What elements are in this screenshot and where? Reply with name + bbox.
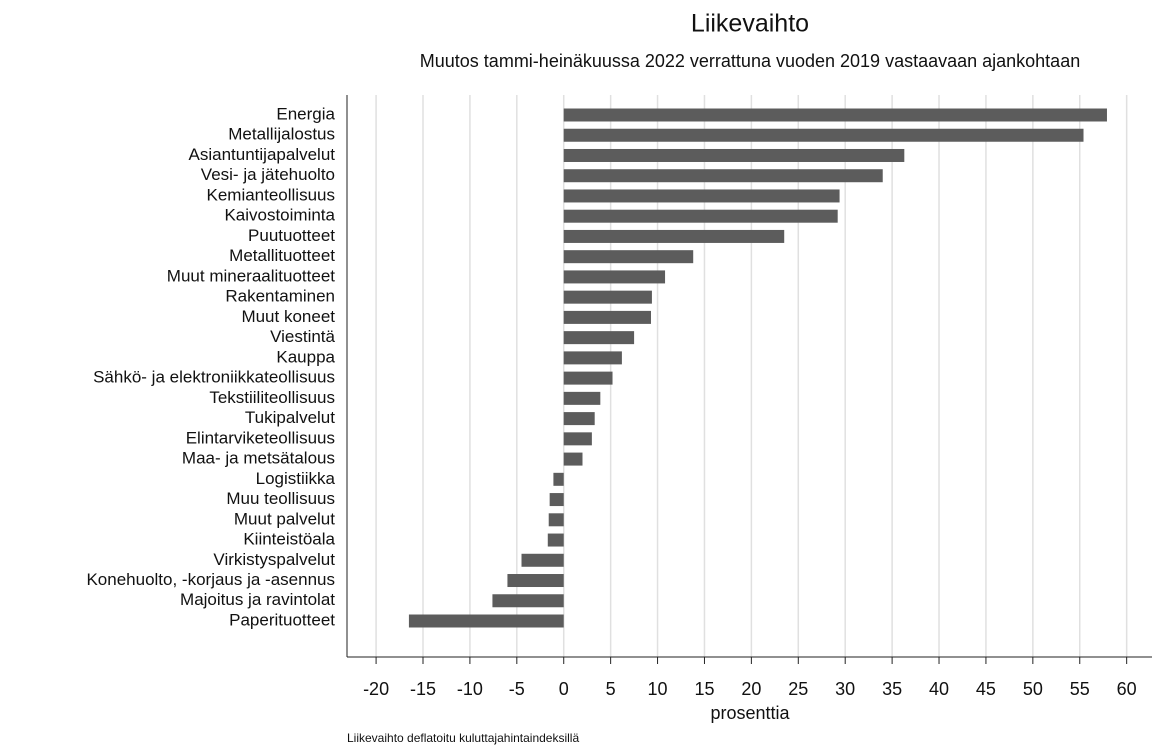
y-tick-label: Tekstiiliteollisuus [209, 388, 335, 407]
bar [563, 189, 840, 203]
bar [563, 128, 1084, 142]
y-tick-label: Metallituotteet [229, 246, 335, 265]
x-tick-label: 10 [648, 679, 668, 699]
bar [563, 290, 652, 304]
y-tick-label: Tukipalvelut [245, 408, 335, 427]
y-tick-label: Paperituotteet [229, 610, 335, 629]
y-tick-label: Kemianteollisuus [206, 185, 335, 204]
footnote: Liikevaihto deflatoitu kuluttajahintaind… [347, 731, 579, 745]
y-tick-label: Viestintä [270, 327, 335, 346]
bar [563, 452, 583, 466]
bar [563, 148, 905, 162]
y-tick-label: Rakentaminen [225, 287, 335, 306]
x-tick-label: 5 [606, 679, 616, 699]
y-tick-label: Muu teollisuus [226, 489, 335, 508]
y-tick-label: Puutuotteet [248, 226, 335, 245]
x-tick-label: 40 [929, 679, 949, 699]
bar [563, 371, 613, 385]
x-tick-label: 20 [741, 679, 761, 699]
bar [553, 472, 564, 486]
bar [549, 493, 564, 507]
bar [521, 553, 564, 567]
bar [563, 229, 785, 243]
bar [563, 209, 838, 223]
x-tick-label: 55 [1070, 679, 1090, 699]
y-tick-label: Energia [276, 104, 335, 123]
y-tick-label: Logistiikka [256, 469, 336, 488]
bar [492, 594, 564, 608]
x-tick-label: -15 [410, 679, 436, 699]
y-tick-label: Majoitus ja ravintolat [180, 590, 335, 609]
bar [563, 310, 651, 324]
y-tick-label: Virkistyspalvelut [213, 550, 335, 569]
y-tick-label: Maa- ja metsätalous [182, 449, 335, 468]
x-tick-label: 15 [694, 679, 714, 699]
bar [563, 432, 592, 446]
x-tick-label: 50 [1023, 679, 1043, 699]
bar [563, 250, 694, 264]
y-tick-label: Vesi- ja jätehuolto [201, 165, 335, 184]
x-tick-label: 45 [976, 679, 996, 699]
bar [408, 614, 564, 628]
y-tick-label: Muut koneet [241, 307, 335, 326]
x-tick-label: 0 [559, 679, 569, 699]
bar [563, 169, 883, 183]
bar [547, 533, 564, 547]
bar [563, 270, 666, 284]
bar [548, 513, 564, 527]
bar [563, 331, 635, 345]
x-tick-label: -10 [457, 679, 483, 699]
x-tick-label: 35 [882, 679, 902, 699]
x-tick-label: 60 [1117, 679, 1137, 699]
x-tick-label: 25 [788, 679, 808, 699]
bar [563, 108, 1107, 122]
y-tick-label: Kaivostoiminta [224, 206, 335, 225]
y-tick-label: Elintarviketeollisuus [186, 428, 335, 447]
y-tick-label: Sähkö- ja elektroniikkateollisuus [93, 368, 335, 387]
x-tick-label: -5 [509, 679, 525, 699]
x-tick-label: -20 [363, 679, 389, 699]
y-tick-label: Metallijalostus [228, 125, 335, 144]
y-tick-label: Konehuolto, -korjaus ja -asennus [86, 570, 335, 589]
bar [507, 574, 564, 588]
chart-title: Liikevaihto [691, 10, 809, 38]
x-axis-label: prosenttia [710, 703, 790, 723]
chart-subtitle: Muutos tammi-heinäkuussa 2022 verrattuna… [420, 51, 1080, 71]
y-tick-label: Kauppa [276, 347, 335, 366]
y-tick-label: Asiantuntijapalvelut [189, 145, 336, 164]
y-tick-label: Muut mineraalituotteet [167, 266, 335, 285]
bar [563, 391, 601, 405]
y-tick-label: Kiinteistöala [243, 530, 335, 549]
bar [563, 412, 595, 426]
y-tick-label: Muut palvelut [234, 509, 335, 528]
bar [563, 351, 622, 365]
x-tick-label: 30 [835, 679, 855, 699]
